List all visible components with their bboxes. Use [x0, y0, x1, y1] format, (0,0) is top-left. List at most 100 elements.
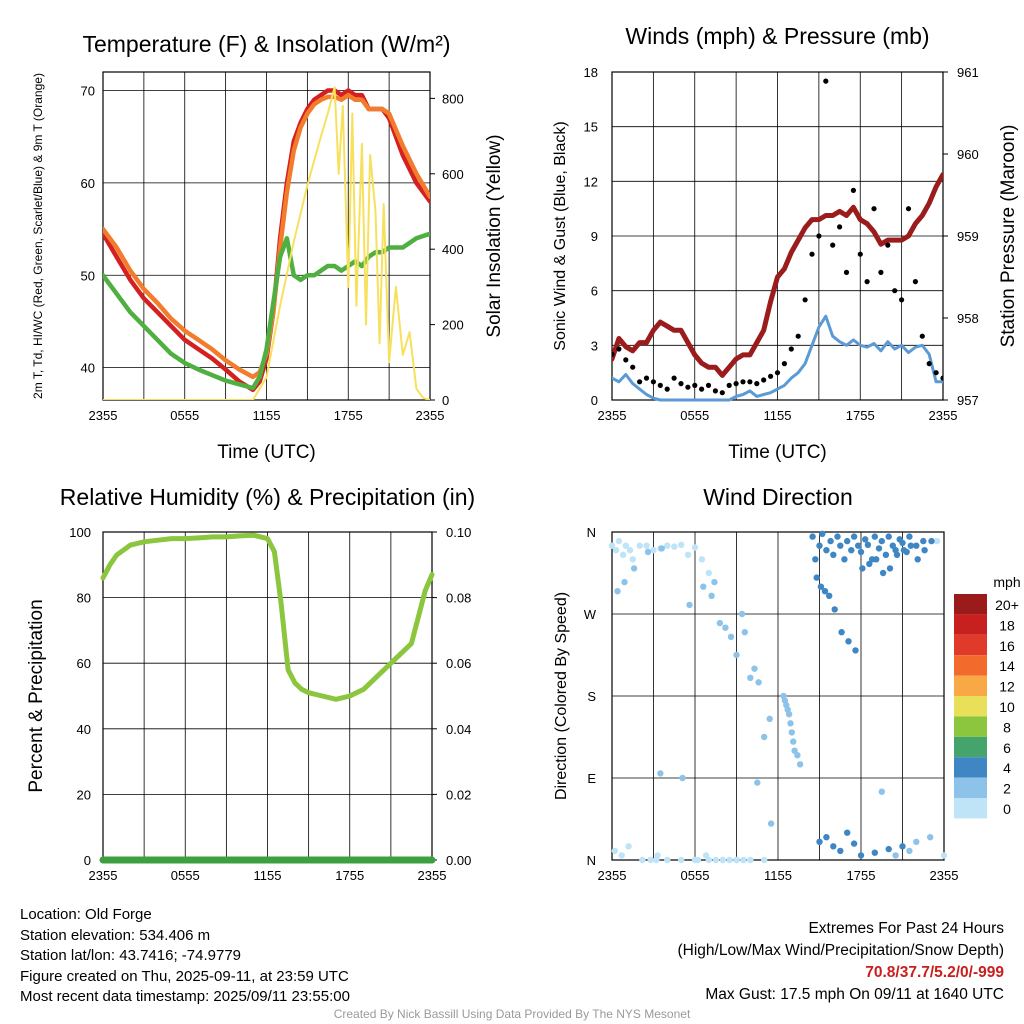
direction-point [892, 852, 899, 859]
direction-point [722, 624, 729, 631]
direction-point [741, 629, 748, 636]
direction-point [727, 633, 735, 640]
station-latlon: Station lat/lon: 43.7416; -74.9779 [20, 947, 242, 964]
station-location: Location: Old Forge [20, 906, 152, 923]
direction-point [761, 733, 768, 741]
gust-point [919, 333, 925, 339]
direction-point [650, 547, 657, 554]
gust-point [878, 269, 884, 275]
direction-point [907, 542, 914, 549]
direction-point [857, 548, 865, 556]
direction-point [879, 569, 887, 577]
direction-point [826, 592, 833, 599]
direction-point [716, 619, 724, 627]
direction-point [658, 545, 665, 552]
direction-point [859, 565, 866, 572]
direction-point [900, 547, 908, 554]
gust-point [850, 187, 857, 193]
direction-point [837, 542, 844, 549]
y-tick-label: 9 [591, 229, 598, 244]
direction-point [823, 834, 830, 841]
direction-point [878, 537, 885, 545]
gust-point [795, 333, 801, 339]
direction-point [719, 856, 726, 864]
gust-point [774, 370, 781, 376]
direction-point [686, 601, 693, 609]
direction-point [653, 856, 660, 864]
direction-point [611, 847, 618, 855]
x-tick-label: 1755 [334, 408, 363, 423]
direction-point [821, 588, 829, 595]
direction-point [940, 852, 948, 859]
y-axis-label: Percent & Precipitation [26, 599, 47, 792]
gust-point [809, 251, 815, 257]
direction-point [630, 565, 638, 572]
y-tick-label: 60 [77, 656, 91, 671]
direction-point [678, 541, 685, 548]
chart-title: Temperature (F) & Insolation (W/m²) [82, 31, 450, 57]
legend-swatch [954, 757, 987, 778]
x-tick-label: 0555 [680, 408, 709, 423]
gust-point [705, 382, 712, 388]
direction-point [619, 551, 627, 558]
direction-point [733, 651, 740, 659]
direction-point [657, 770, 664, 777]
direction-point [816, 838, 823, 845]
direction-point [790, 738, 797, 745]
direction-point [921, 547, 928, 554]
series-line [103, 231, 430, 391]
gust-point [857, 251, 863, 257]
figure-created: Figure created on Thu, 2025-09-11, at 23… [20, 967, 349, 985]
y-tick-label: 0 [591, 393, 598, 408]
x-axis-label: Time (UTC) [217, 442, 316, 463]
direction-point [838, 629, 845, 636]
legend-swatch [954, 716, 987, 737]
direction-point [866, 560, 873, 568]
direction-point [612, 547, 620, 554]
y-axis-label: Sonic Wind & Gust (Blue, Black) [552, 121, 569, 350]
direction-point [644, 548, 652, 556]
direction-point [899, 539, 906, 547]
direction-point [639, 856, 646, 864]
direction-point [678, 856, 685, 864]
direction-point [618, 852, 625, 859]
x-axis-label: Time (UTC) [728, 442, 827, 463]
gust-point [733, 381, 739, 387]
chart-title: Winds (mph) & Pressure (mb) [625, 23, 929, 49]
direction-point [679, 774, 686, 782]
station-elevation: Station elevation: 534.406 m [20, 926, 211, 944]
gust-point [837, 224, 843, 230]
direction-point [816, 542, 823, 549]
gust-point [712, 388, 719, 394]
legend-label: 14 [999, 658, 1015, 674]
x-tick-label: 2355 [89, 868, 118, 883]
gust-point [761, 377, 767, 383]
direction-point [747, 856, 754, 864]
legend-swatch [954, 777, 987, 798]
extremes-panel: Extremes For Past 24 Hours (High/Low/Max… [678, 918, 1005, 1006]
x-tick-label: 1755 [335, 868, 364, 883]
gust-point [933, 370, 939, 376]
direction-point [848, 547, 855, 554]
direction-point [813, 574, 820, 581]
y-tick-label: 0 [84, 853, 91, 868]
direction-point [827, 537, 834, 545]
gust-point [699, 386, 705, 392]
direction-point [738, 610, 746, 618]
legend-label: 6 [1003, 740, 1011, 756]
y-right-tick-label: 800 [442, 91, 464, 106]
y-right-tick-label: 0.04 [446, 722, 471, 737]
direction-point [871, 533, 878, 540]
direction-point [705, 856, 712, 864]
gust-point [781, 361, 788, 367]
direction-point [928, 537, 935, 545]
direction-point [855, 542, 862, 549]
direction-point [629, 556, 636, 563]
y-right-tick-label: 0.06 [446, 656, 471, 671]
direction-point [664, 856, 671, 864]
y-axis-label: 2m T, Td, HI/WC (Red, Green, Scarlet/Blu… [31, 73, 45, 399]
y-tick-label: S [587, 689, 596, 704]
gust-point [830, 242, 836, 248]
direction-point [906, 533, 913, 540]
direction-point [626, 547, 634, 554]
